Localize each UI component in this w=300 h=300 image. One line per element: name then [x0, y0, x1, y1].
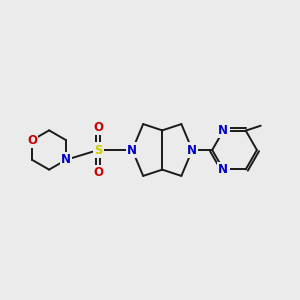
Text: O: O — [93, 121, 103, 134]
Text: N: N — [61, 153, 71, 166]
Text: N: N — [218, 163, 228, 176]
Text: O: O — [93, 166, 103, 179]
Text: S: S — [94, 143, 102, 157]
Text: N: N — [218, 124, 228, 137]
Text: N: N — [187, 143, 197, 157]
Text: O: O — [27, 134, 37, 147]
Text: N: N — [127, 143, 137, 157]
